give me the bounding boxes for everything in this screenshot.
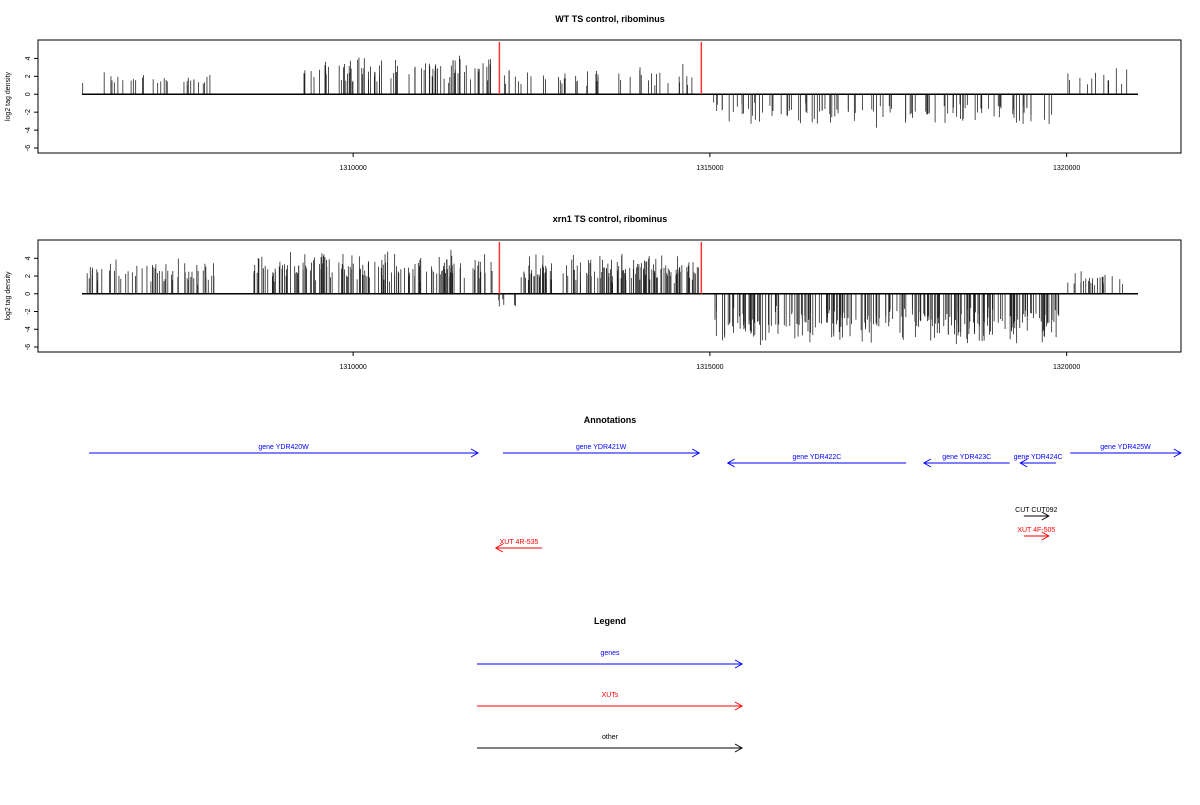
annotation-label: gene YDR421W [576, 444, 627, 451]
annotation-label: gene YDR425W [1100, 444, 1151, 451]
y-axis-label: log2 tag density [5, 271, 12, 321]
panel-title: xrn1 TS control, ribominus [553, 214, 668, 224]
y-tick-label: -4 [25, 326, 32, 332]
annotation-arrowhead [1173, 448, 1182, 458]
annotation-arrowhead [691, 448, 701, 458]
x-tick-label: 1320000 [1053, 165, 1080, 172]
x-tick-label: 1320000 [1053, 364, 1080, 371]
plot-frame [37, 39, 1182, 154]
annotation-arrowhead [1041, 511, 1050, 521]
x-tick-label: 1310000 [340, 364, 367, 371]
y-tick-label: 2 [25, 74, 32, 78]
x-tick-label: 1310000 [340, 165, 367, 172]
y-tick-label: 0 [25, 292, 32, 296]
y-tick-label: 0 [25, 92, 32, 96]
annotation-label: CUT CUT092 [1015, 507, 1057, 514]
legend-label: other [602, 734, 619, 741]
x-tick-label: 1315000 [696, 364, 723, 371]
legend-label: XUTs [602, 692, 619, 699]
annotation-arrowhead [1019, 458, 1028, 468]
annotation-label: gene YDR422C [792, 454, 841, 461]
y-tick-label: 2 [25, 274, 32, 278]
annotation-label: gene YDR424C [1014, 454, 1063, 461]
y-tick-label: 4 [25, 56, 32, 60]
annotations-title: Annotations [584, 415, 637, 425]
legend-arrowhead [734, 743, 744, 753]
y-tick-label: 4 [25, 256, 32, 260]
y-axis-label: log2 tag density [5, 71, 12, 121]
annotation-arrowhead [1041, 531, 1050, 541]
annotation-arrowhead [470, 448, 480, 458]
annotation-arrowhead [922, 458, 932, 468]
annotation-label: gene YDR420W [258, 444, 309, 451]
annotation-arrowhead [726, 458, 735, 468]
legend-arrowhead [734, 659, 744, 669]
panel-title: WT TS control, ribominus [555, 14, 665, 24]
annotation-label: gene YDR423C [942, 454, 991, 461]
x-tick-label: 1315000 [696, 165, 723, 172]
annotation-arrowhead [494, 543, 504, 553]
y-tick-label: -2 [25, 308, 32, 314]
y-tick-label: -6 [25, 145, 32, 151]
plot-frame [37, 239, 1182, 353]
legend-arrowhead [734, 701, 744, 711]
legend-title: Legend [594, 616, 626, 626]
y-tick-label: -4 [25, 127, 32, 133]
y-tick-label: -6 [25, 344, 32, 350]
y-tick-label: -2 [25, 109, 32, 115]
annotation-label: XUT 4R-535 [500, 539, 539, 546]
legend-label: genes [600, 650, 620, 657]
annotation-label: XUT 4F-505 [1017, 527, 1055, 534]
